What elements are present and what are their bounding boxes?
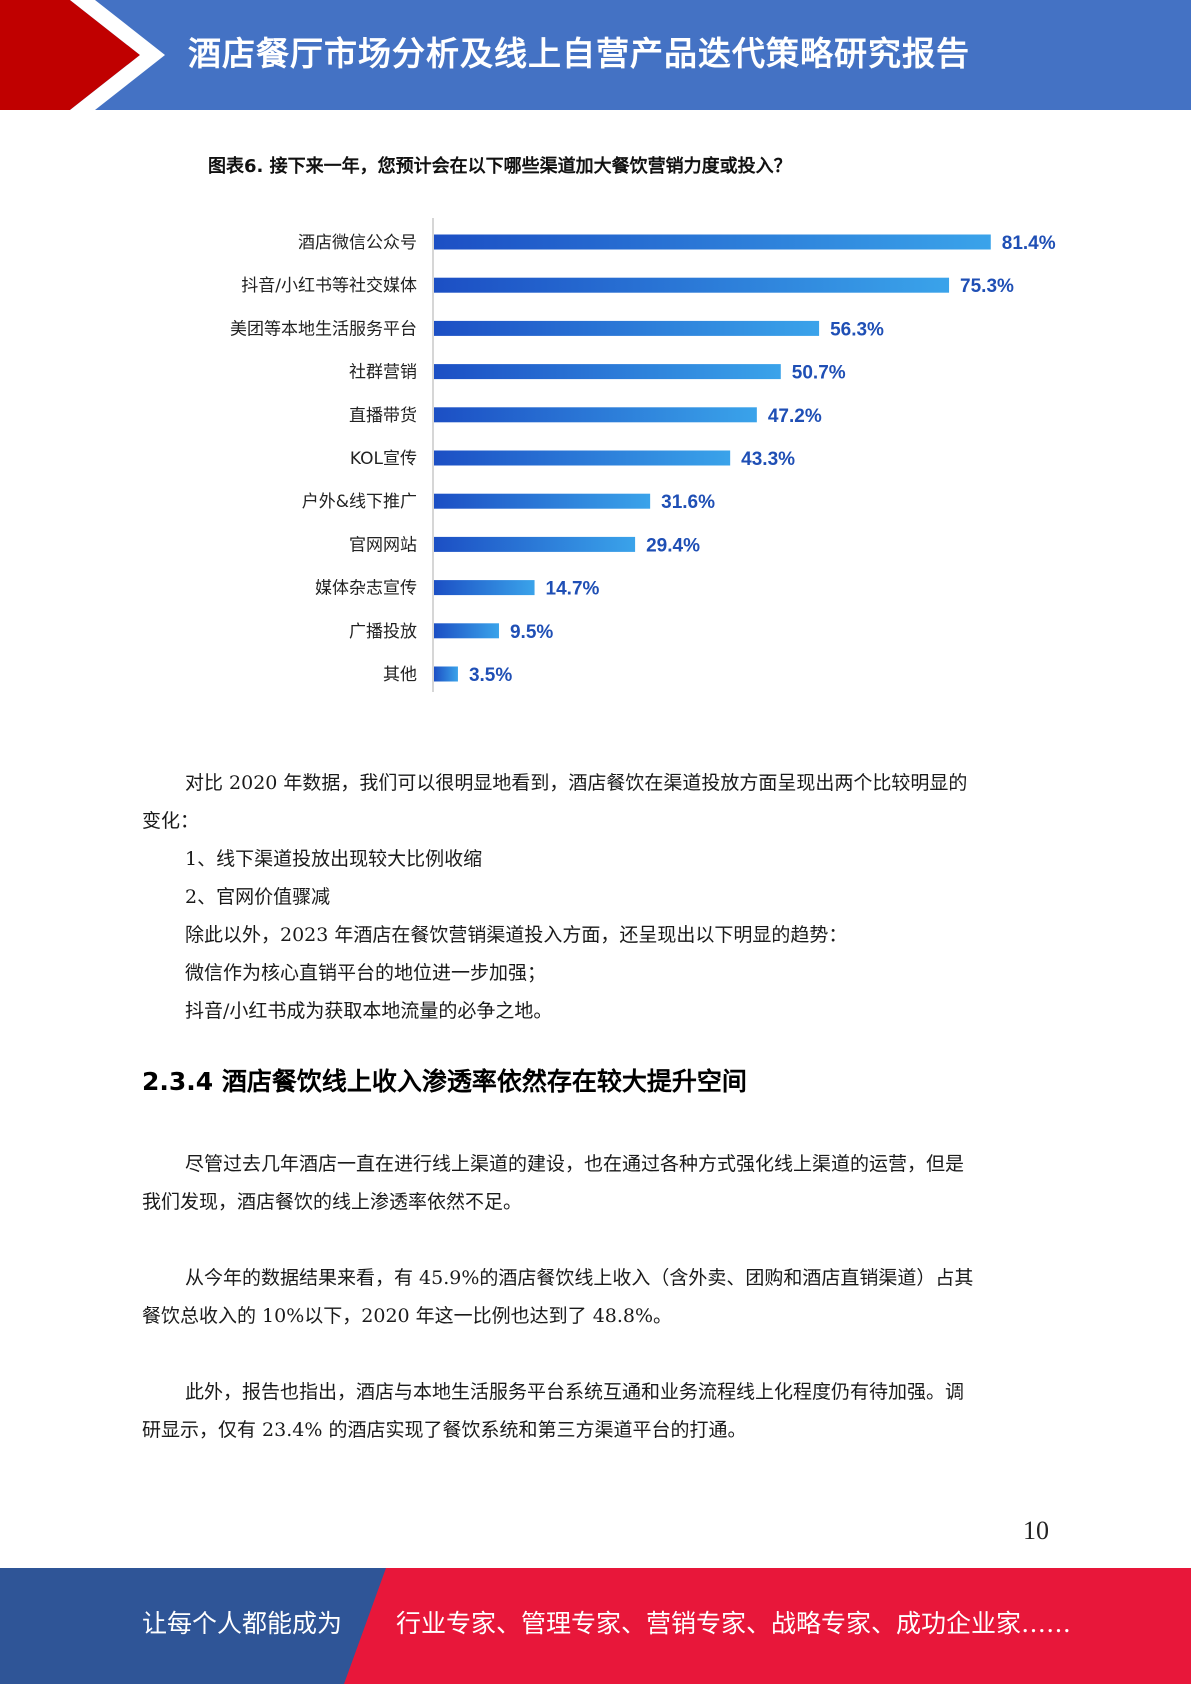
chart-title: 图表6. 接下来一年，您预计会在以下哪些渠道加大餐饮营销力度或投入？ xyxy=(208,156,792,177)
bar xyxy=(434,234,991,250)
category-label: 户外&线下推广 xyxy=(302,492,417,512)
section-heading: 2.3.4 酒店餐饮线上收入渗透率依然存在较大提升空间 xyxy=(142,1067,747,1096)
category-label: 媒体杂志宣传 xyxy=(315,579,417,599)
value-label: 43.3% xyxy=(741,449,795,470)
bar-chart: 酒店微信公众号 81.4% 抖音/小红书等社交媒体 75.3% 美团等本地生活服务平台 5… xyxy=(180,140,1090,700)
category-label: 其他 xyxy=(383,665,417,685)
page-footer: 让每个人都能成为 行业专家、管理专家、营销专家、战略专家、成功企业家…… xyxy=(0,1568,1191,1684)
paragraph-3-line-2: 研显示，仅有 23.4% 的酒店实现了餐饮系统和第三方渠道平台的打通。 xyxy=(142,1419,747,1441)
category-label: KOL宣传 xyxy=(350,449,417,469)
paragraph-3-line-1: 此外，报告也指出，酒店与本地生活服务平台系统互通和业务流程线上化程度仍有待加强。… xyxy=(185,1381,965,1403)
trend-item-1: 微信作为核心直销平台的地位进一步加强； xyxy=(185,962,547,984)
category-label: 抖音/小红书等社交媒体 xyxy=(241,276,417,296)
value-label: 3.5% xyxy=(469,665,512,686)
penetration-section: 尽管过去几年酒店一直在进行线上渠道的建设，也在通过各种方式强化线上渠道的运营，但… xyxy=(142,1145,1052,1449)
bar xyxy=(434,623,499,639)
value-label: 75.3% xyxy=(960,276,1014,297)
page-header: 酒店餐厅市场分析及线上自营产品迭代策略研究报告 xyxy=(0,0,1191,110)
category-label: 美团等本地生活服务平台 xyxy=(230,319,417,339)
bar xyxy=(434,364,781,380)
category-label: 官网网站 xyxy=(349,535,417,555)
category-label: 直播带货 xyxy=(349,406,417,426)
intro-line-2: 变化： xyxy=(142,810,200,832)
bar xyxy=(434,450,731,466)
category-label: 社群营销 xyxy=(349,363,417,383)
chart-canvas: 酒店微信公众号 81.4% 抖音/小红书等社交媒体 75.3% 美团等本地生活服务平台 5… xyxy=(230,218,1056,692)
bar xyxy=(434,277,950,293)
footer-background xyxy=(0,1568,1191,1684)
value-label: 31.6% xyxy=(661,492,715,513)
bar xyxy=(434,666,458,682)
paragraph-2-line-2: 餐饮总收入的 10%以下，2020 年这一比例也达到了 48.8%。 xyxy=(142,1305,673,1327)
header-decoration xyxy=(0,0,165,110)
page-number: 10 xyxy=(1023,1516,1049,1545)
footer-slogan-right: 行业专家、管理专家、营销专家、战略专家、成功企业家…… xyxy=(396,1609,1072,1638)
category-label: 酒店微信公众号 xyxy=(298,233,417,253)
comparison-section: 对比 2020 年数据，我们可以很明显地看到，酒店餐饮在渠道投放方面呈现出两个比… xyxy=(142,764,1052,1030)
bar xyxy=(434,536,636,552)
footer-slogan-left: 让每个人都能成为 xyxy=(142,1609,343,1638)
paragraph-2-line-1: 从今年的数据结果来看，有 45.9%的酒店餐饮线上收入（含外卖、团购和酒店直销渠… xyxy=(185,1267,974,1289)
value-label: 14.7% xyxy=(546,579,600,600)
bar xyxy=(434,407,757,423)
value-label: 47.2% xyxy=(768,406,822,427)
paragraph-1-line-1: 尽管过去几年酒店一直在进行线上渠道的建设，也在通过各种方式强化线上渠道的运营，但… xyxy=(185,1153,965,1175)
value-label: 50.7% xyxy=(792,363,846,384)
value-label: 56.3% xyxy=(830,319,884,340)
change-item-2: 2、官网价值骤减 xyxy=(185,886,331,908)
trend-item-2: 抖音/小红书成为获取本地流量的必争之地。 xyxy=(185,1000,553,1022)
intro-line-1: 对比 2020 年数据，我们可以很明显地看到，酒店餐饮在渠道投放方面呈现出两个比… xyxy=(185,772,968,794)
report-title: 酒店餐厅市场分析及线上自营产品迭代策略研究报告 xyxy=(188,34,970,73)
bar xyxy=(434,580,535,596)
value-label: 81.4% xyxy=(1002,233,1056,254)
paragraph-1-line-2: 我们发现，酒店餐饮的线上渗透率依然不足。 xyxy=(142,1191,523,1213)
bar xyxy=(434,320,820,336)
category-label: 广播投放 xyxy=(349,622,417,642)
trend-intro: 除此以外，2023 年酒店在餐饮营销渠道投入方面，还呈现出以下明显的趋势： xyxy=(185,924,848,946)
value-label: 9.5% xyxy=(510,622,553,643)
bar xyxy=(434,493,651,509)
change-item-1: 1、线下渠道投放出现较大比例收缩 xyxy=(185,848,483,870)
value-label: 29.4% xyxy=(646,535,700,556)
